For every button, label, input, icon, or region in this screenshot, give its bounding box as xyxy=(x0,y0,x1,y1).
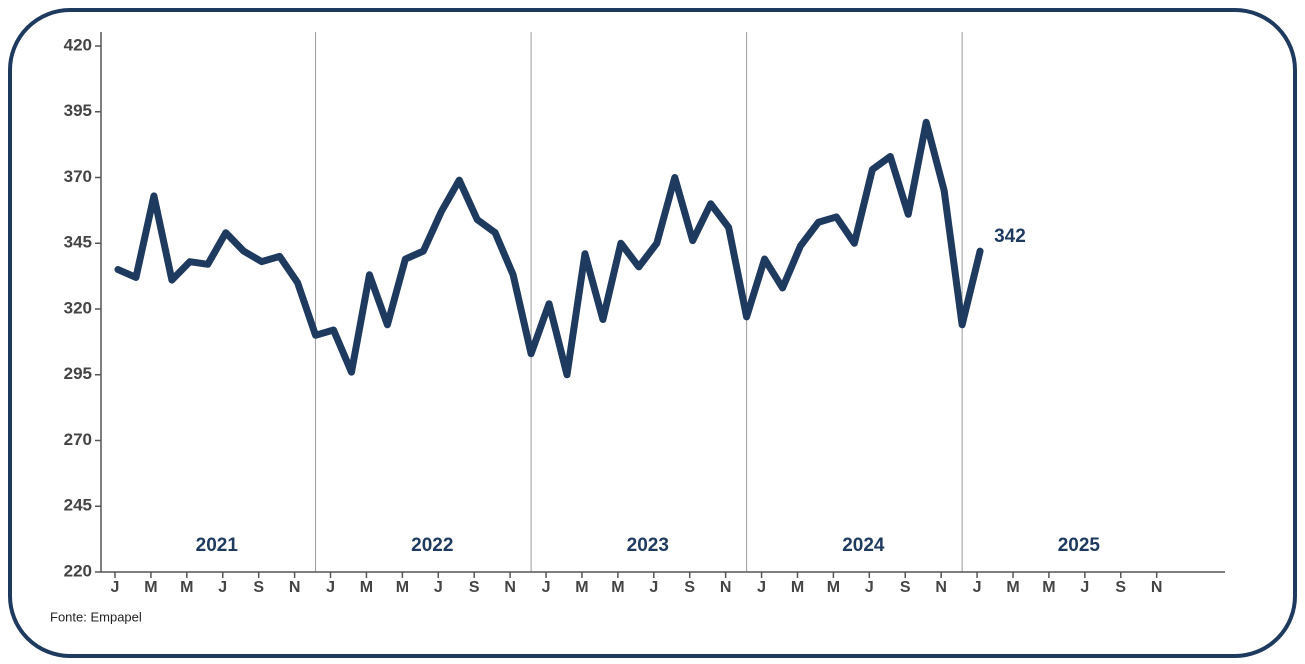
y-tick-label: 370 xyxy=(64,167,92,186)
y-tick-label: 320 xyxy=(64,298,92,317)
x-tick-label: M xyxy=(1006,579,1019,596)
y-tick-label: 270 xyxy=(64,430,92,449)
y-tick-label: 220 xyxy=(64,561,92,580)
x-tick-label: N xyxy=(504,579,516,596)
x-tick-label: M xyxy=(791,579,804,596)
x-tick-label: M xyxy=(144,579,157,596)
source: Fonte: Empapel xyxy=(50,609,142,624)
x-tick-label: J xyxy=(434,579,443,596)
x-tick-label: J xyxy=(1080,579,1089,596)
y-tick-label: 395 xyxy=(64,101,92,120)
y-tick-label: 420 xyxy=(64,35,92,54)
data-line xyxy=(114,118,984,379)
x-tick-label: J xyxy=(542,579,551,596)
year-label: 2021 xyxy=(196,535,239,556)
year-label: 2024 xyxy=(842,535,885,556)
x-tick-label: M xyxy=(396,579,409,596)
year-label: 2025 xyxy=(1058,535,1101,556)
x-tick-label: M xyxy=(575,579,588,596)
x-tick-label: J xyxy=(218,579,227,596)
x-tick-label: M xyxy=(827,579,840,596)
y-tick-label: 345 xyxy=(64,233,92,252)
x-tick-label: M xyxy=(1042,579,1055,596)
x-tick-label: S xyxy=(900,579,911,596)
x-tick-label: M xyxy=(180,579,193,596)
x-tick-label: S xyxy=(684,579,695,596)
y-tick-label: 295 xyxy=(64,364,92,383)
frame xyxy=(8,8,1297,658)
x-tick-label: J xyxy=(973,579,982,596)
year-label: 2023 xyxy=(627,535,669,556)
x-tick-label: S xyxy=(469,579,480,596)
x-tick-label: J xyxy=(326,579,335,596)
x-tick-label: M xyxy=(611,579,624,596)
x-tick-label: S xyxy=(253,579,264,596)
x-tick-label: S xyxy=(1115,579,1126,596)
x-tick-label: N xyxy=(289,579,301,596)
y-tick-label: 245 xyxy=(64,496,92,515)
x-tick-label: M xyxy=(360,579,373,596)
x-tick-label: N xyxy=(1151,579,1163,596)
x-tick-label: J xyxy=(111,579,120,596)
x-tick-label: J xyxy=(649,579,658,596)
x-tick-label: N xyxy=(935,579,947,596)
x-tick-label: N xyxy=(720,579,732,596)
x-tick-label: J xyxy=(865,579,874,596)
year-label: 2022 xyxy=(411,535,453,556)
x-tick-label: J xyxy=(757,579,766,596)
data-label: 342 xyxy=(994,226,1026,247)
